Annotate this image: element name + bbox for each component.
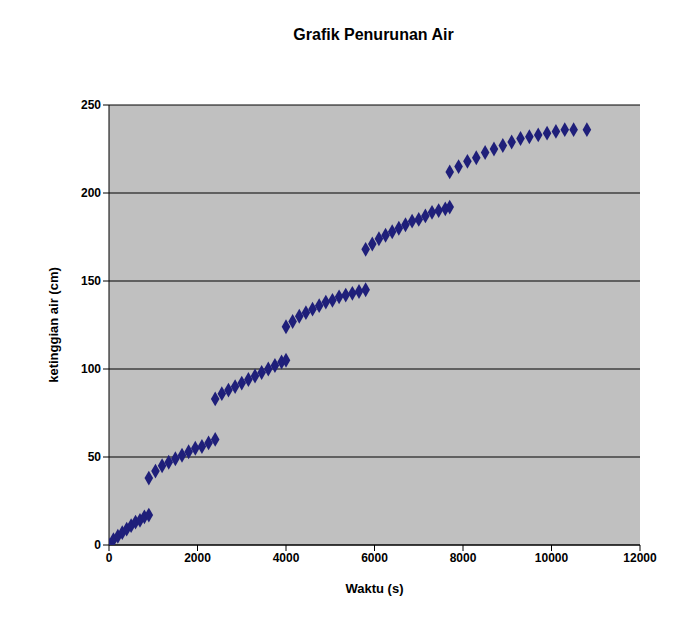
svg-text:10000: 10000 [535, 551, 569, 565]
html-text:Grafik Penurunan Air: Grafik Penurunan Air [293, 26, 454, 43]
svg-text:200: 200 [81, 186, 101, 200]
svg-text:250: 250 [81, 98, 101, 112]
svg-text:ketinggian air (cm): ketinggian air (cm) [46, 267, 61, 383]
svg-text:0: 0 [106, 551, 113, 565]
svg-text:4000: 4000 [273, 551, 300, 565]
svg-text:150: 150 [81, 274, 101, 288]
svg-text:100: 100 [81, 362, 101, 376]
svg-text:50: 50 [88, 450, 102, 464]
svg-text:6000: 6000 [361, 551, 388, 565]
svg-text:0: 0 [94, 538, 101, 552]
svg-text:Waktu (s): Waktu (s) [345, 581, 403, 596]
svg-text:8000: 8000 [450, 551, 477, 565]
svg-text:12000: 12000 [623, 551, 657, 565]
svg-text:2000: 2000 [184, 551, 211, 565]
